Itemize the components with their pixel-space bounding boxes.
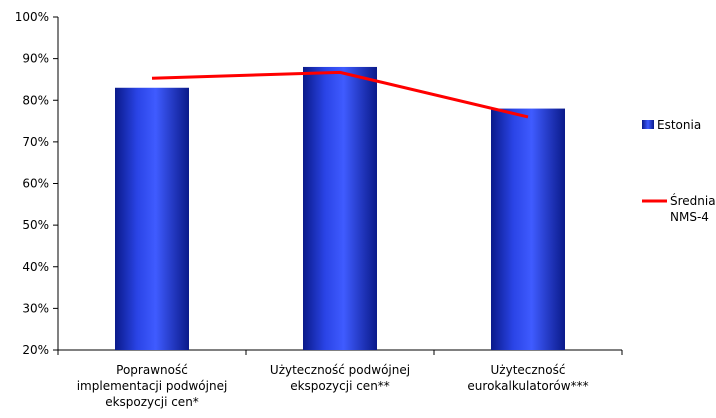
bar (491, 109, 565, 350)
y-tick-label: 30% (22, 301, 49, 315)
legend-label-line: NMS-4 (670, 210, 709, 224)
x-category-label: Użyteczność eurokalkulatorów*** (467, 363, 588, 393)
x-category-label-line: ekspozycji cen* (105, 395, 199, 409)
y-tick-label: 50% (22, 218, 49, 232)
legend: Estonia Średnia NMS-4 (642, 118, 716, 224)
x-category-label: Użyteczność podwójnej ekspozycji cen** (270, 363, 410, 393)
y-tick-label: 40% (22, 260, 49, 274)
bar (115, 88, 189, 350)
legend-label-srednia: Średnia NMS-4 (670, 193, 716, 224)
x-category-label-line: Poprawność (116, 363, 188, 377)
x-category-label: Poprawność implementacji podwójnej ekspozy… (77, 363, 228, 409)
legend-label-line: Średnia (670, 193, 716, 208)
category-labels: Poprawność implementacji podwójnej ekspozy… (77, 363, 589, 409)
x-category-label-line: Użyteczność podwójnej (270, 363, 410, 377)
legend-label-estonia: Estonia (657, 118, 701, 132)
x-category-label-line: ekspozycji cen** (290, 379, 390, 393)
x-category-label-line: Użyteczność (491, 363, 566, 377)
x-category-label-line: eurokalkulatorów*** (467, 379, 588, 393)
y-tick-label: 70% (22, 135, 49, 149)
y-tick-label: 80% (22, 93, 49, 107)
legend-swatch-estonia (642, 120, 654, 129)
y-tick-label: 20% (22, 343, 49, 357)
y-tick-label: 100% (15, 10, 49, 24)
y-tick-label: 60% (22, 177, 49, 191)
x-category-label-line: implementacji podwójnej (77, 379, 228, 393)
bar (303, 67, 377, 350)
y-tick-label: 90% (22, 52, 49, 66)
